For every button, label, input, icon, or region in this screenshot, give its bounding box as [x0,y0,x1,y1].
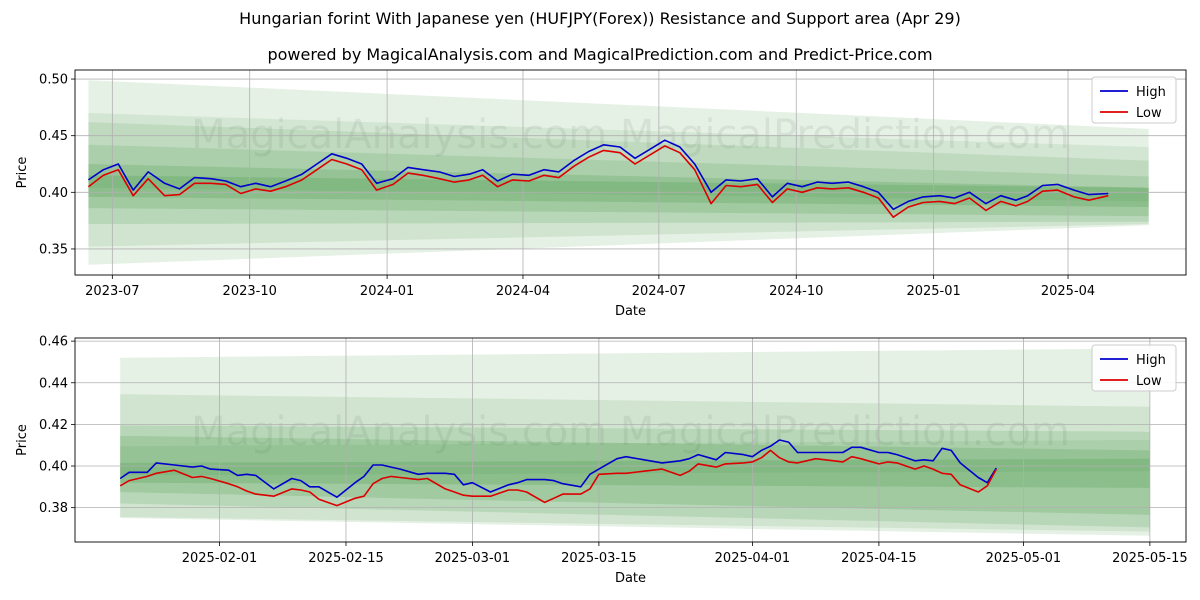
y-axis-label: Price [15,157,30,189]
x-tick-label: 2025-05-01 [986,551,1062,566]
y-tick-label: 0.35 [39,242,68,257]
chart-panel-2: MagicalAnalysis.com MagicalPrediction.co… [15,335,1188,586]
x-tick-label: 2024-01 [360,284,414,299]
chart-panel-1: MagicalAnalysis.com MagicalPrediction.co… [15,69,1187,319]
x-tick-label: 2025-03-01 [435,551,511,566]
watermark-text: MagicalAnalysis.com MagicalPrediction.co… [191,112,1070,158]
series-line-high [87,139,1109,211]
y-axis-label: Price [15,424,30,456]
y-tick-label: 0.42 [39,418,68,433]
x-tick-label: 2024-10 [769,284,823,299]
legend-box [1091,344,1177,392]
legend-label-high: High [1136,85,1166,100]
watermark-text: MagicalAnalysis.com MagicalPrediction.co… [191,409,1070,455]
y-tick-label: 0.50 [39,73,68,88]
x-tick-label: 2023-10 [223,284,277,299]
x-tick-label: 2025-01 [906,284,960,299]
x-tick-label: 2024-07 [632,284,686,299]
x-tick-label: 2025-04 [1041,284,1095,299]
band-4 [88,164,1149,217]
legend-label-low: Low [1136,106,1162,121]
plot-frame [74,337,1187,543]
legend-label-high: High [1136,353,1166,368]
x-tick-label: 2025-02-15 [308,551,384,566]
chart-subtitle: powered by MagicalAnalysis.com and Magic… [267,45,933,64]
series-line-low [119,449,998,507]
band-2 [120,394,1150,532]
x-axis-label: Date [615,304,646,319]
series-group [119,439,998,507]
y-tick-label: 0.38 [39,501,68,516]
band-1 [88,80,1149,265]
x-tick-label: 2025-03-15 [561,551,637,566]
y-tick-label: 0.46 [39,335,68,350]
plot-frame [74,69,1187,276]
x-tick-label: 2025-05-15 [1112,551,1188,566]
y-tick-label: 0.44 [39,376,68,391]
support-resistance-bands [88,80,1149,265]
band-6 [88,113,1149,202]
series-group [87,139,1109,218]
x-tick-label: 2025-04-15 [841,551,917,566]
band-1 [120,348,1150,536]
x-axis-label: Date [615,571,646,586]
band-3 [120,425,1150,528]
grid [75,338,1186,542]
x-tick-label: 2025-02-01 [182,551,258,566]
legend: High Low [1091,76,1177,124]
y-tick-label: 0.40 [39,460,68,475]
grid [75,70,1186,275]
x-tick-label: 2023-07 [85,284,139,299]
legend-label-low: Low [1136,374,1162,389]
y-tick-label: 0.40 [39,186,68,201]
x-tick-label: 2024-04 [496,284,550,299]
y-tick-label: 0.45 [39,129,68,144]
series-line-low [87,145,1109,218]
x-tick-label: 2025-04-01 [715,551,791,566]
legend: High Low [1091,344,1177,392]
support-resistance-bands [120,348,1150,536]
series-line-high [119,439,997,498]
legend-box [1091,76,1177,124]
band-4 [120,435,1150,515]
chart-title: Hungarian forint With Japanese yen (HUFJ… [239,9,961,28]
band-2 [88,122,1149,247]
